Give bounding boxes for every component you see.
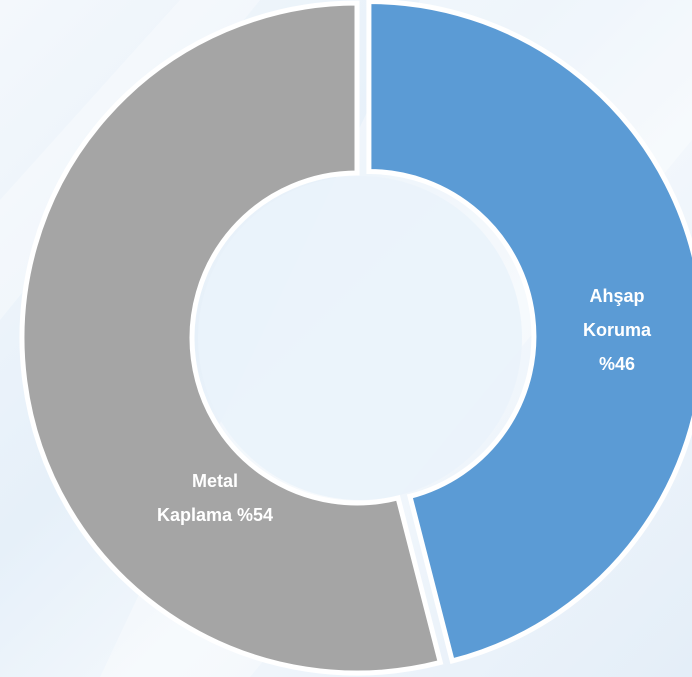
category-label: Metal Kaplama xyxy=(156,471,238,525)
data-label: Ahşap Koruma %46 xyxy=(567,279,667,381)
category-label: Ahşap Koruma xyxy=(582,286,651,340)
donut-slice xyxy=(366,0,692,665)
data-label: Metal Kaplama %54 xyxy=(154,464,276,532)
value-label: %54 xyxy=(237,505,274,525)
donut-hole xyxy=(198,176,522,500)
donut-slice xyxy=(19,0,444,676)
value-label: %46 xyxy=(598,354,636,374)
